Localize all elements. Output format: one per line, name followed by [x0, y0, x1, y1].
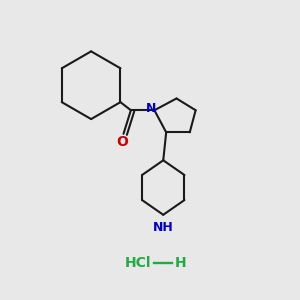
Text: N: N: [146, 102, 156, 115]
Text: HCl: HCl: [125, 256, 152, 270]
Text: NH: NH: [153, 221, 174, 234]
Text: O: O: [116, 135, 128, 149]
Text: H: H: [175, 256, 187, 270]
